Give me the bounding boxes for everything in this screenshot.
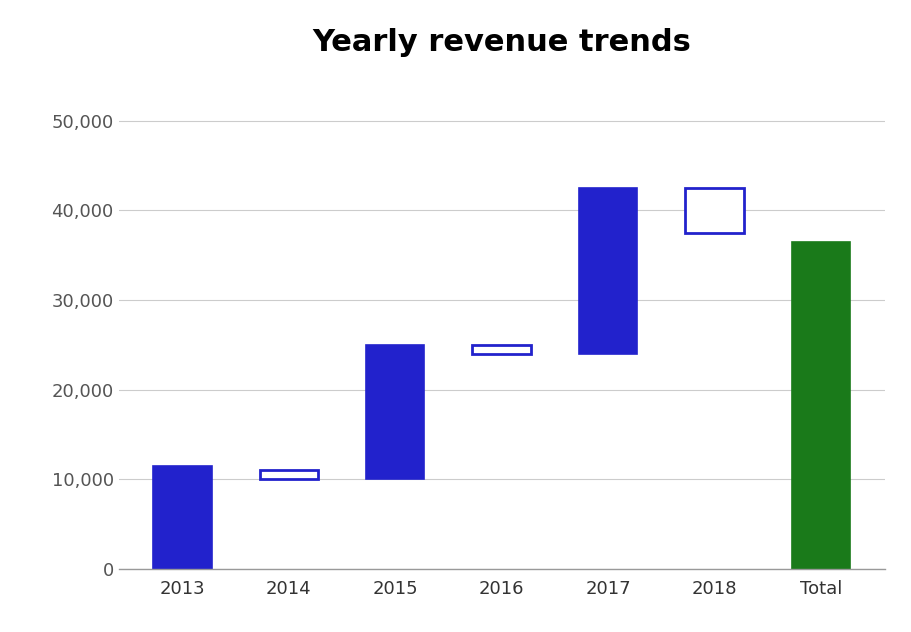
Bar <box>365 344 424 479</box>
Bar <box>472 344 530 354</box>
Bar <box>578 188 637 354</box>
Bar <box>260 470 318 479</box>
Bar <box>153 466 211 569</box>
Title: Yearly revenue trends: Yearly revenue trends <box>312 28 691 57</box>
Bar <box>791 241 849 569</box>
Bar <box>684 188 742 233</box>
